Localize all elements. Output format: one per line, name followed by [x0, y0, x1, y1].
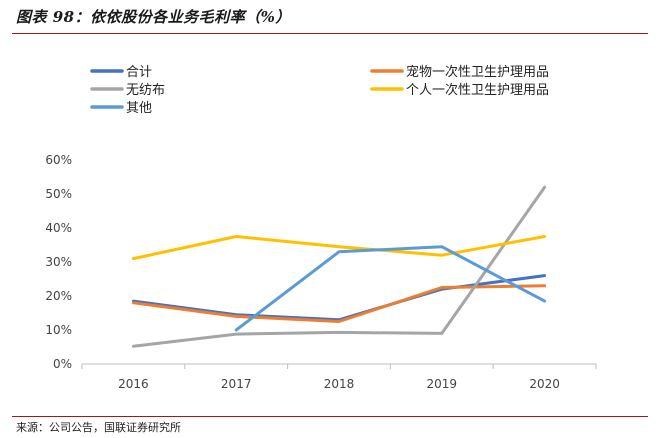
y-tick-label: 60% — [45, 153, 72, 167]
data-point — [338, 245, 341, 248]
chart-title: 图表 98：依依股份各业务毛利率（%） — [16, 8, 291, 26]
top-rule — [12, 33, 648, 34]
data-point — [543, 284, 546, 287]
data-point — [440, 286, 443, 289]
series-group — [131, 185, 547, 348]
legend-label: 个人一次性卫生护理用品 — [406, 82, 549, 98]
y-tick-label: 20% — [45, 289, 72, 303]
x-tick-label: 2017 — [221, 377, 252, 391]
series-line-3 — [131, 185, 547, 348]
series-line-5 — [234, 245, 547, 332]
data-point — [338, 250, 341, 253]
data-point — [132, 257, 135, 260]
bottom-rule — [12, 416, 648, 417]
data-point — [132, 345, 135, 348]
data-point — [440, 254, 443, 257]
data-point — [440, 332, 443, 335]
y-tick-label: 50% — [45, 187, 72, 201]
x-tick-label: 2019 — [427, 377, 458, 391]
data-point — [235, 235, 238, 238]
series-line-2 — [131, 284, 547, 323]
legend-label: 合计 — [126, 65, 152, 80]
y-tick-label: 10% — [45, 323, 72, 337]
y-tick-label: 30% — [45, 255, 72, 269]
series-line-4 — [131, 235, 547, 261]
x-tick-label: 2016 — [118, 377, 149, 391]
data-point — [338, 331, 341, 334]
y-tick-label: 40% — [45, 221, 72, 235]
data-point — [338, 320, 341, 323]
data-point — [543, 274, 546, 277]
axes: 0% 10% 20% 30% 40% 50% 60% 2016 2017 2018 2019 2020 — [45, 153, 597, 391]
series-line-1 — [131, 274, 547, 322]
legend-label: 宠物一次性卫生护理用品 — [406, 64, 549, 80]
legend-label: 无纺布 — [126, 83, 165, 98]
data-point — [235, 315, 238, 318]
legend-label: 其他 — [126, 101, 152, 116]
data-point — [543, 186, 546, 189]
x-tick-label: 2020 — [529, 377, 560, 391]
y-tick-label: 0% — [53, 357, 72, 371]
source-note: 来源：公司公告，国联证券研究所 — [16, 421, 181, 434]
data-point — [132, 301, 135, 304]
x-tick-label: 2018 — [324, 377, 355, 391]
data-point — [235, 329, 238, 332]
data-point — [235, 333, 238, 336]
data-point — [440, 245, 443, 248]
data-point — [543, 235, 546, 238]
data-point — [543, 300, 546, 303]
